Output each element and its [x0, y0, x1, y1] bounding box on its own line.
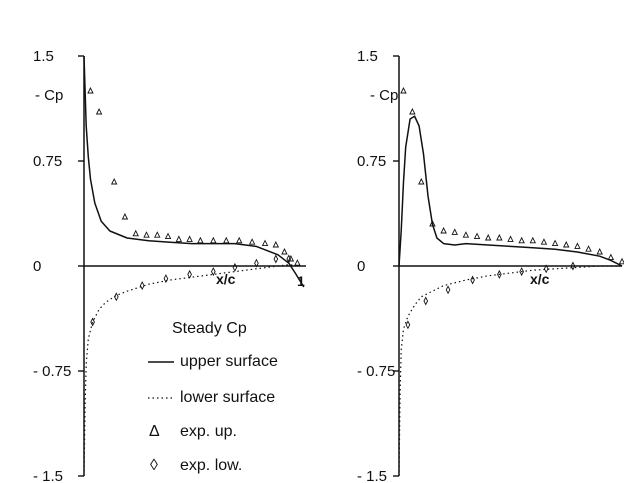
- exp-up-point: [272, 240, 280, 248]
- y-tick-label: 0.75: [357, 153, 386, 170]
- upper-surface-line: [398, 115, 623, 267]
- exp-up-point: [164, 232, 172, 240]
- y-tick-label: - 0.75: [357, 363, 395, 380]
- exp-low-point: [211, 267, 216, 277]
- lower-surface-line: [83, 264, 300, 477]
- exp-low-point: [543, 264, 549, 274]
- exp-up-point: [409, 107, 416, 115]
- exp-up-point: [294, 259, 301, 266]
- y-tick-label: - 1.5: [33, 468, 63, 483]
- legend: Steady Cp upper surface lower surface Δ …: [148, 320, 278, 474]
- exp-up-point: [551, 239, 559, 247]
- exp-up-point: [186, 235, 193, 242]
- y-tick-label: - 1.5: [357, 468, 387, 483]
- exp-up-point: [87, 86, 94, 94]
- lower-surface-line: [398, 265, 622, 477]
- exp-up-point: [496, 233, 503, 241]
- exp-up-point: [261, 239, 269, 247]
- exp-up-point: [418, 177, 425, 185]
- legend-title: Steady Cp: [172, 320, 247, 337]
- exp-low-point: [470, 275, 475, 285]
- y-axis-label: - Cp: [370, 87, 398, 104]
- exp-up-point: [143, 231, 150, 238]
- exp-up-point: [154, 231, 161, 238]
- legend-upper-label: upper surface: [180, 353, 278, 370]
- exp-up-point: [197, 236, 204, 244]
- x-axis-label: x/c: [216, 271, 236, 287]
- legend-triangle-marker-icon: Δ: [149, 423, 160, 440]
- exp-up-point: [574, 242, 581, 249]
- exp-up-point: [585, 245, 592, 252]
- exp-up-point: [540, 238, 548, 245]
- x-tick-label: 1: [297, 273, 305, 289]
- exp-up-point: [110, 177, 118, 185]
- exp-low-point: [114, 292, 119, 302]
- exp-low-point: [90, 317, 95, 327]
- y-tick-label: 1.5: [33, 48, 54, 65]
- exp-up-point: [451, 228, 458, 235]
- exp-low-point: [187, 269, 192, 279]
- exp-up-point: [400, 86, 407, 94]
- exp-low-point: [273, 254, 279, 264]
- exp-up-point: [563, 240, 570, 248]
- exp-low-point: [519, 267, 524, 277]
- exp-up-point: [607, 253, 615, 261]
- x-axis-label: x/c: [530, 271, 550, 287]
- legend-lower-label: lower surface: [180, 389, 275, 406]
- exp-up-point: [507, 235, 514, 242]
- exp-up-point: [287, 254, 295, 262]
- exp-up-point: [429, 219, 436, 227]
- exp-up-point: [462, 231, 470, 238]
- right-panel: 1.5 0.75 0 - 0.75 - 1.5 - Cp x/c: [357, 48, 624, 483]
- exp-up-point: [121, 212, 129, 220]
- exp-low-point: [232, 262, 238, 272]
- exp-up-point: [248, 238, 256, 245]
- exp-low-point: [445, 285, 451, 295]
- upper-surface-line: [83, 55, 305, 288]
- exp-up-point: [95, 107, 103, 115]
- legend-exp-low-label: exp. low.: [180, 457, 242, 474]
- left-panel: 1.5 0.75 0 - 0.75 - 1.5 - Cp x/c 1: [33, 48, 306, 483]
- y-tick-label: 0: [357, 258, 365, 275]
- exp-low-point: [163, 274, 169, 284]
- exp-low-point: [497, 269, 502, 279]
- exp-up-point: [440, 226, 447, 234]
- exp-up-point: [484, 233, 492, 241]
- exp-up-point: [210, 236, 217, 244]
- exp-up-point: [235, 236, 243, 244]
- exp-low-point: [139, 281, 145, 291]
- exp-up-point: [473, 232, 481, 240]
- y-tick-label: - 0.75: [33, 363, 71, 380]
- exp-up-point: [175, 235, 183, 242]
- exp-up-point: [281, 247, 288, 255]
- exp-up-point: [529, 236, 537, 244]
- exp-up-point: [132, 229, 139, 237]
- y-axis-label: - Cp: [35, 87, 63, 104]
- exp-up-point: [518, 236, 525, 244]
- exp-low-point: [405, 320, 411, 330]
- exp-low-point: [570, 261, 576, 271]
- exp-up-point: [223, 236, 230, 244]
- legend-exp-up-label: exp. up.: [180, 423, 237, 440]
- y-tick-label: 0: [33, 258, 41, 275]
- exp-low-point: [423, 296, 429, 306]
- y-tick-label: 0.75: [33, 153, 62, 170]
- legend-diamond-marker-icon: ◊: [150, 457, 158, 474]
- exp-low-point: [254, 258, 259, 268]
- exp-up-point: [618, 257, 624, 265]
- exp-up-point: [596, 247, 603, 255]
- y-tick-label: 1.5: [357, 48, 378, 65]
- exp-low-point: [286, 254, 292, 264]
